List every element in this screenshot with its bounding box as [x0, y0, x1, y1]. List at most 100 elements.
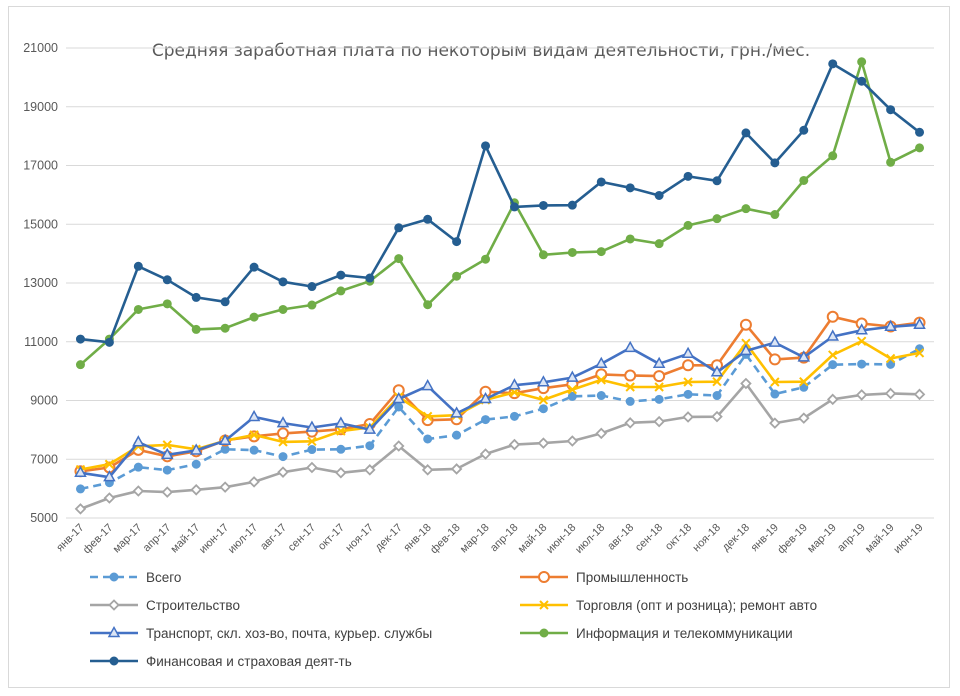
data-point	[423, 300, 433, 310]
data-point	[75, 484, 85, 494]
series-6-line	[79, 60, 921, 366]
gridlines	[66, 47, 934, 519]
data-point	[595, 427, 608, 440]
data-point	[625, 382, 635, 392]
series-7-line	[80, 62, 921, 344]
x-tick-label: апр-18	[488, 522, 521, 555]
data-point	[132, 435, 145, 447]
data-point	[218, 433, 232, 445]
data-point	[711, 410, 723, 423]
data-point	[884, 319, 897, 332]
data-point	[769, 417, 781, 429]
data-point	[797, 350, 811, 362]
data-point	[857, 76, 867, 86]
data-point	[681, 346, 695, 359]
x-tick-label: дек-18	[720, 522, 752, 554]
x-axis-ticks: янв-17фев-17мар-17апр-17май-17июн-17июл-…	[54, 522, 925, 557]
data-point	[220, 444, 230, 454]
data-point	[220, 323, 230, 333]
data-point	[392, 391, 406, 404]
legend-marker	[107, 625, 121, 638]
data-point	[828, 151, 838, 161]
data-point	[508, 378, 521, 390]
data-point	[365, 273, 375, 283]
data-point	[392, 440, 405, 452]
y-tick-label: 19000	[23, 100, 58, 114]
data-point	[103, 492, 116, 504]
chart-title: Средняя заработная плата по некоторым ви…	[152, 41, 810, 61]
data-point	[133, 261, 143, 271]
data-point	[394, 254, 404, 264]
legend-item-7: Финансовая и страховая деят-ть	[90, 654, 352, 669]
series-6	[75, 57, 925, 370]
legend-label: Торговля (опт и розница); ремонт авто	[576, 598, 817, 613]
data-point	[277, 466, 289, 478]
data-point	[481, 415, 491, 425]
data-point	[886, 157, 896, 167]
x-tick-label: июн-19	[891, 522, 925, 556]
data-point	[538, 404, 548, 414]
legend-label: Информация и телекоммуникации	[576, 626, 793, 641]
x-tick-label: фев-18	[428, 522, 463, 557]
data-point	[278, 304, 288, 314]
legend-marker	[538, 571, 550, 583]
data-point	[653, 415, 665, 428]
legend-label: Промышленность	[576, 570, 688, 585]
data-point	[220, 297, 230, 307]
data-point	[103, 470, 116, 482]
data-point	[160, 447, 174, 460]
data-point	[306, 461, 318, 474]
data-point	[915, 127, 925, 137]
legend: Всего Промышленность Строительство Торговля…	[90, 570, 817, 669]
data-point	[75, 360, 85, 370]
series-1	[75, 344, 925, 494]
data-point	[914, 348, 925, 358]
legend-item-2: Промышленность	[520, 570, 688, 585]
x-tick-label: апр-17	[141, 522, 174, 555]
data-point	[191, 459, 201, 469]
data-point	[857, 359, 867, 369]
data-point	[740, 377, 752, 390]
data-point	[162, 465, 172, 475]
data-point	[219, 481, 231, 493]
data-point	[162, 299, 172, 309]
x-tick-label: май-19	[863, 522, 897, 556]
x-tick-label: ноя-17	[343, 522, 376, 555]
legend-item-5: Транспорт, скл. хоз-во, почта, курьер. с…	[90, 625, 432, 641]
data-point	[190, 484, 202, 496]
data-point	[625, 183, 635, 193]
data-point	[913, 317, 926, 329]
data-point	[682, 359, 695, 372]
data-point	[452, 237, 462, 247]
x-tick-label: июн-17	[197, 522, 231, 556]
data-point	[394, 402, 404, 412]
data-point	[249, 312, 259, 322]
y-tick-label: 15000	[23, 217, 58, 231]
data-point	[363, 422, 377, 434]
legend-marker	[109, 572, 119, 582]
data-point	[768, 353, 781, 366]
data-point	[770, 377, 780, 387]
data-point	[452, 430, 462, 440]
data-point	[596, 391, 606, 401]
data-point	[654, 239, 664, 249]
data-point	[596, 247, 606, 257]
data-point	[741, 204, 751, 214]
data-point	[826, 329, 840, 341]
y-tick-label: 9000	[30, 394, 58, 408]
data-point	[104, 337, 114, 347]
x-tick-label: апр-19	[835, 522, 868, 555]
data-point	[710, 365, 724, 377]
data-point	[307, 445, 317, 455]
data-point	[509, 387, 520, 397]
data-point	[885, 353, 896, 364]
data-point	[741, 338, 751, 348]
data-point	[191, 324, 201, 334]
x-tick-label: авг-18	[605, 522, 636, 553]
data-point	[335, 466, 347, 479]
legend-item-1: Всего	[90, 570, 181, 585]
y-axis-ticks: 5000 7000 9000 11000 13000 15000 17000 19000 210…	[23, 41, 58, 525]
x-tick-label: мар-19	[805, 522, 839, 556]
data-point	[683, 389, 693, 399]
